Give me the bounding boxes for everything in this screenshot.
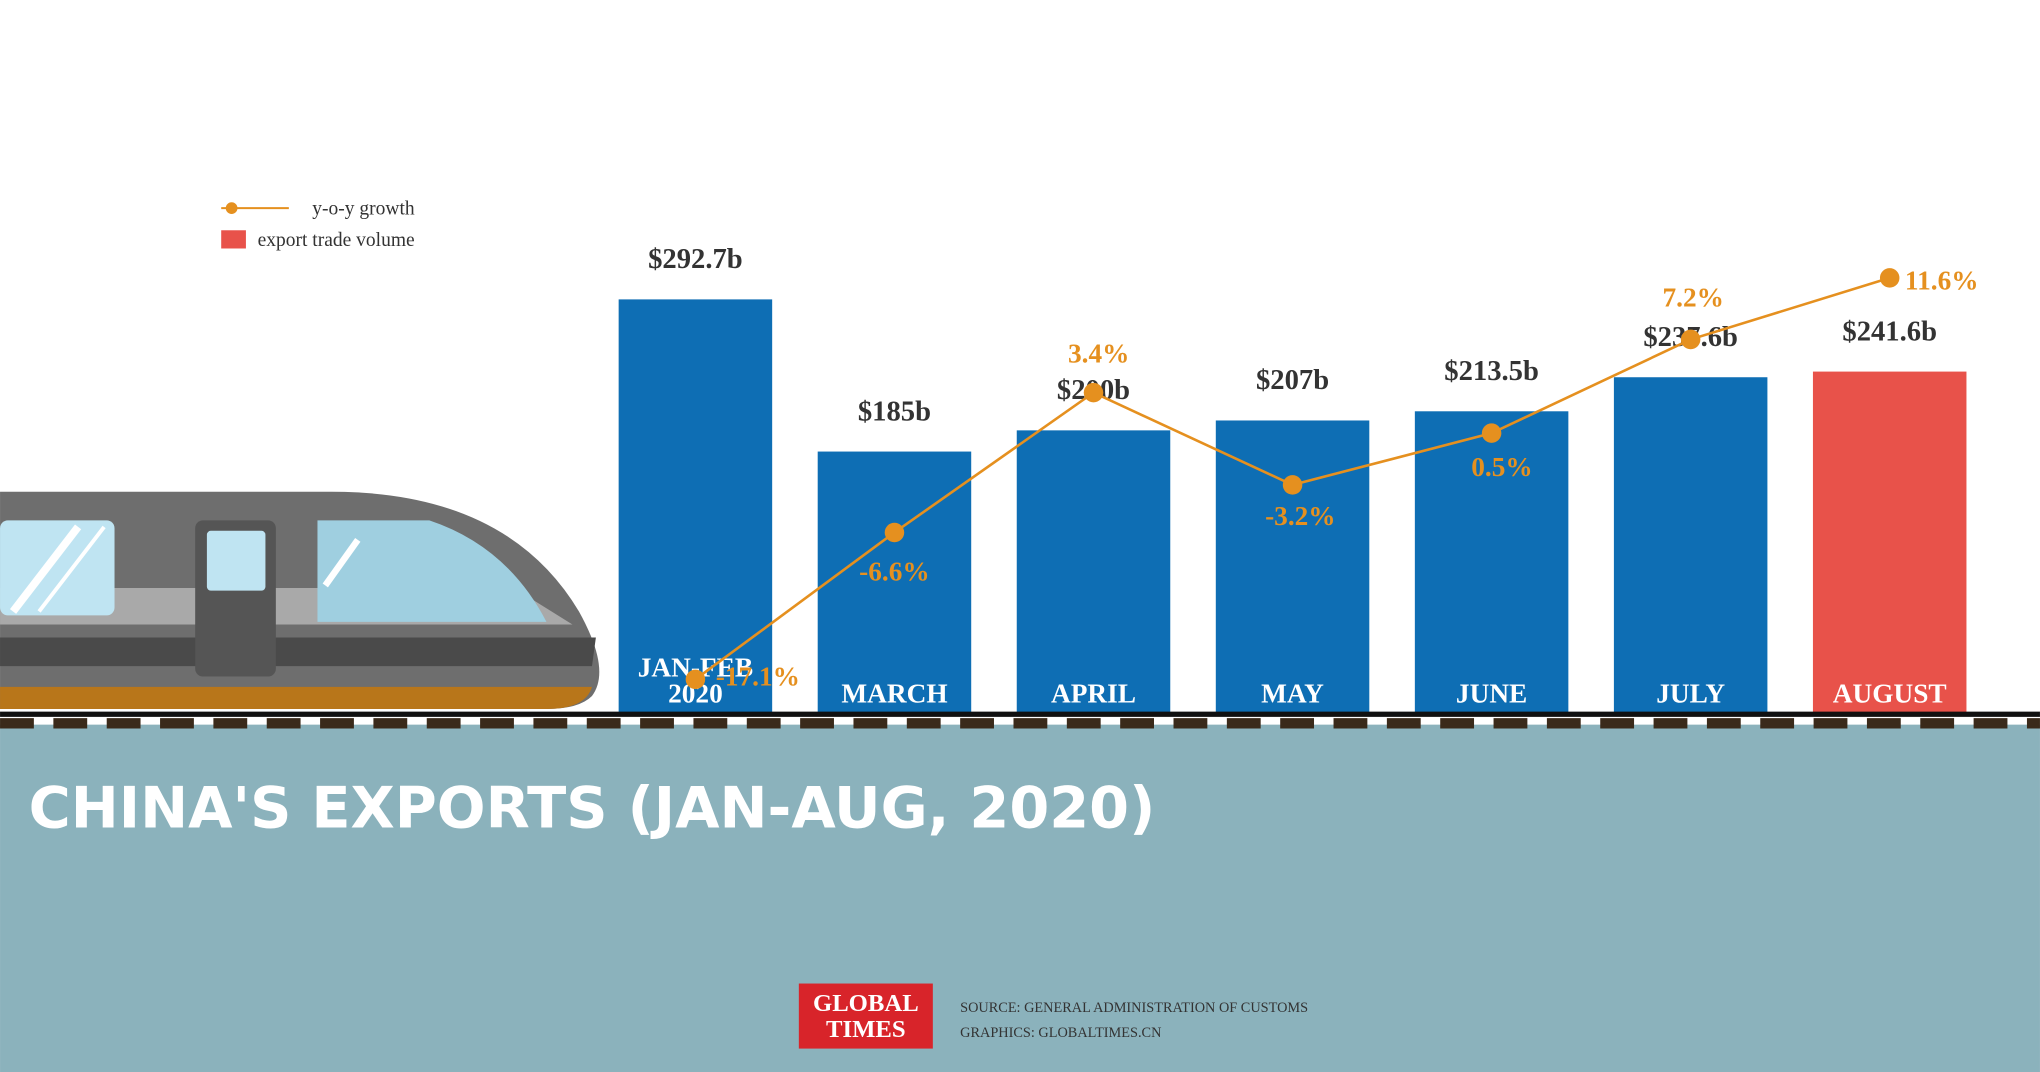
category-label: JAN-FEB 2020: [637, 651, 754, 707]
bar: [1812, 371, 1967, 713]
category-label-box: MAY: [1261, 677, 1324, 707]
bar-value-label: $241.6b: [1842, 315, 1937, 347]
bar: [1414, 411, 1569, 713]
category-label: JULY: [1656, 677, 1726, 707]
bar: [618, 299, 773, 713]
category-label-box: JAN-FEB 2020: [637, 651, 754, 707]
bar: [1215, 420, 1370, 713]
growth-point: [685, 669, 706, 690]
growth-point: [1481, 423, 1502, 443]
category-label: APRIL: [1050, 677, 1137, 707]
growth-point: [1680, 329, 1701, 350]
category-label-box: APRIL: [1050, 677, 1137, 707]
growth-label: -3.2%: [1265, 501, 1336, 531]
growth-point: [1879, 268, 1900, 288]
category-label-box: AUGUST: [1832, 677, 1947, 707]
track: [0, 711, 2040, 729]
category-label: JUNE: [1455, 677, 1528, 707]
bar: [1016, 430, 1171, 713]
category-label: MAY: [1261, 677, 1324, 707]
legend-label: export trade volume: [258, 230, 415, 251]
bar-value-label: $213.5b: [1444, 355, 1539, 387]
growth-label: -6.6%: [859, 556, 930, 586]
bar-value-label: $185b: [858, 395, 931, 427]
bar-value-label: $207b: [1256, 364, 1329, 396]
source: SOURCE: GENERAL ADMINISTRATION OF CUSTOM…: [960, 1000, 1308, 1016]
credit: GRAPHICS: GLOBALTIMES.CN: [960, 1025, 1161, 1041]
growth-point: [884, 522, 905, 543]
category-label: MARCH: [841, 677, 948, 707]
category-label: AUGUST: [1832, 677, 1947, 707]
legend-dot: [225, 202, 238, 215]
category-label-box: MARCH: [841, 677, 948, 707]
train: [0, 491, 600, 710]
legend-swatch: [221, 230, 246, 249]
growth-label: -17.1%: [716, 662, 800, 692]
growth-label: 11.6%: [1905, 265, 1979, 295]
growth-point: [1282, 475, 1303, 495]
growth-label: 3.4%: [1068, 338, 1129, 368]
chart-title: CHINA'S EXPORTS (JAN-AUG, 2020): [29, 775, 1156, 841]
bar: [1613, 377, 1768, 713]
category-label-box: JUNE: [1455, 677, 1528, 707]
logo-box: [798, 983, 933, 1049]
growth-label: 0.5%: [1471, 452, 1532, 482]
legend-label: y-o-y growth: [312, 199, 415, 220]
logo-text: TIMES: [826, 1016, 906, 1043]
logo-text: GLOBAL: [813, 990, 919, 1017]
category-label-box: JULY: [1656, 677, 1726, 707]
growth-label: 7.2%: [1663, 283, 1724, 313]
bar-value-label: $292.7b: [648, 243, 743, 275]
footer-band: [0, 724, 2040, 1072]
growth-point: [1083, 382, 1104, 403]
